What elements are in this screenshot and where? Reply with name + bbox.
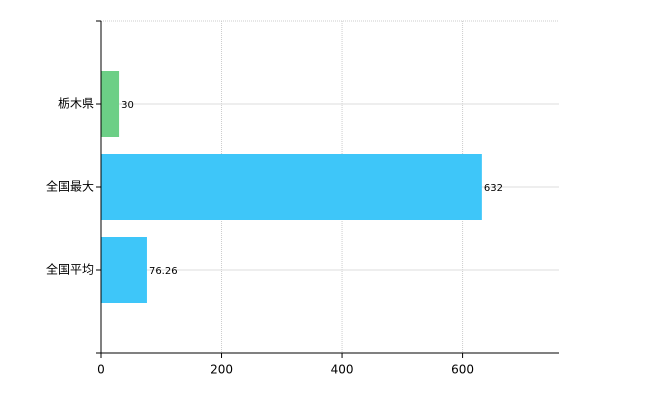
value-label: 76.26 (149, 266, 178, 277)
value-label: 30 (121, 100, 134, 111)
bar (101, 237, 147, 303)
bar (101, 154, 482, 220)
y-tick-label: 栃木県 (58, 97, 94, 111)
value-label: 632 (484, 183, 503, 194)
y-tick-label: 全国平均 (46, 262, 94, 277)
y-tick-label: 全国最大 (46, 179, 94, 194)
x-tick-label: 200 (210, 363, 233, 377)
bar (101, 71, 120, 137)
x-tick-label: 0 (97, 363, 105, 377)
x-tick-label: 400 (331, 363, 354, 377)
x-tick-label: 600 (451, 363, 474, 377)
